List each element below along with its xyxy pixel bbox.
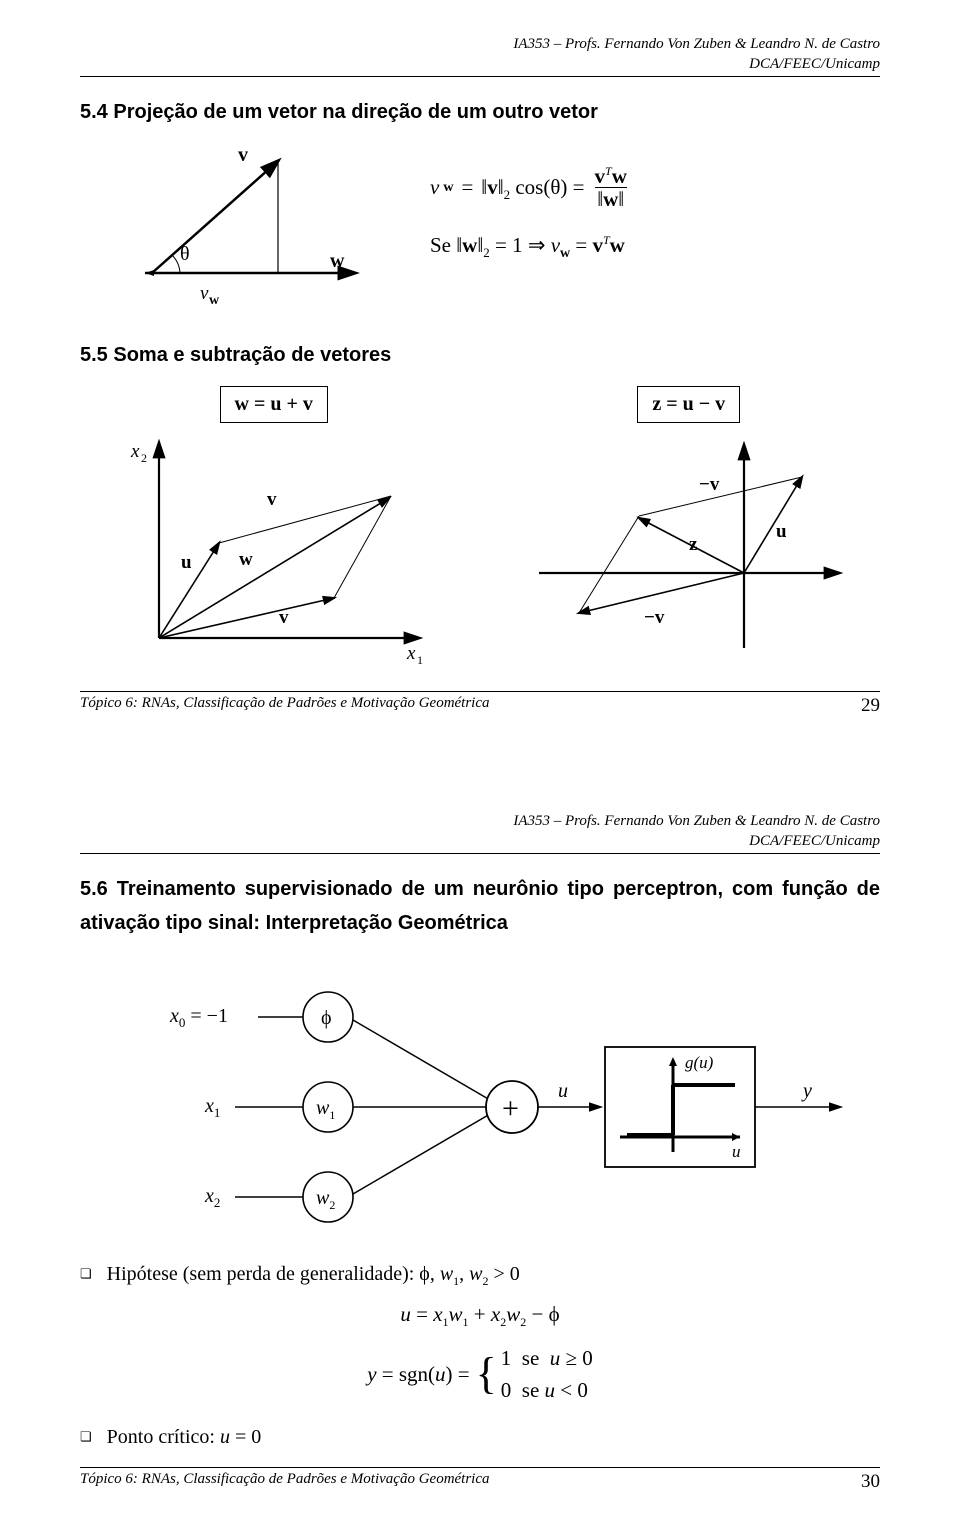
svg-text:w: w <box>209 293 220 308</box>
svg-text:1: 1 <box>417 653 423 667</box>
svg-text:θ: θ <box>180 243 190 265</box>
svg-text:w: w <box>239 549 253 570</box>
section-5-4-title: 5.4 Projeção de um vetor na direção de u… <box>80 95 880 129</box>
page-header-2: IA353 – Profs. Fernando Von Zuben & Lean… <box>80 812 880 854</box>
svg-text:x1: x1 <box>204 1095 220 1120</box>
projection-equations: vw = ‖v‖2 cos(θ) = vTw ‖w‖ Se ‖w‖2 = 1 ⇒… <box>430 143 627 266</box>
page-30: IA353 – Profs. Fernando Von Zuben & Lean… <box>0 777 960 1513</box>
critical-point-line: ❏ Ponto crítico: u = 0 <box>80 1426 880 1449</box>
svg-text:x2: x2 <box>204 1185 220 1210</box>
bullet-icon: ❏ <box>80 1266 102 1281</box>
eq-vw: vw = ‖v‖2 cos(θ) = vTw ‖w‖ <box>430 165 627 210</box>
svg-text:z: z <box>689 534 698 555</box>
svg-text:+: + <box>502 1092 519 1125</box>
page-29: IA353 – Profs. Fernando Von Zuben & Lean… <box>0 0 960 737</box>
perceptron-diagram: x0 = −1 x1 x2 ϕ w1 w2 + u g <box>110 972 870 1232</box>
svg-text:2: 2 <box>141 451 147 465</box>
hypothesis-text: Hipótese (sem perda de generalidade): <box>107 1263 420 1285</box>
svg-text:y: y <box>801 1080 812 1102</box>
page-header: IA353 – Profs. Fernando Von Zuben & Lean… <box>80 35 880 77</box>
section-5-5-title: 5.5 Soma e subtração de vetores <box>80 338 880 372</box>
svg-text:u: u <box>776 521 787 542</box>
critical-eq: u = 0 <box>220 1426 261 1448</box>
eq-if-w-unit: Se ‖w‖2 = 1 ⇒ vw = vTw <box>430 226 627 266</box>
svg-text:−v: −v <box>699 474 720 495</box>
svg-text:u: u <box>181 552 192 573</box>
svg-text:v: v <box>279 607 289 628</box>
svg-text:u: u <box>558 1080 568 1102</box>
eq-u: u = x1w1 + x2w2 − ϕ <box>80 1302 880 1327</box>
projection-diagram: v θ w v w <box>120 143 380 308</box>
header-line1-b: IA353 – Profs. Fernando Von Zuben & Lean… <box>513 813 880 829</box>
page-footer-29: Tópico 6: RNAs, Classificação de Padrões… <box>80 691 880 717</box>
svg-text:v: v <box>267 489 277 510</box>
svg-text:g(u): g(u) <box>685 1053 714 1072</box>
addsub-row: w = u + v x2 <box>80 386 880 673</box>
sum-panel: w = u + v x2 <box>80 386 467 673</box>
critical-text: Ponto crítico: <box>107 1426 220 1448</box>
footer-text-2: Tópico 6: RNAs, Classificação de Padrões… <box>80 1471 490 1488</box>
footer-text: Tópico 6: RNAs, Classificação de Padrões… <box>80 695 490 712</box>
svg-text:v: v <box>238 144 248 166</box>
svg-text:v: v <box>200 283 209 304</box>
bullet-icon-2: ❏ <box>80 1429 102 1444</box>
diff-diagram: u −v z −v <box>524 423 854 668</box>
eq-sgn: y = sgn(u) = { 1 se u ≥ 0 0 se u < 0 <box>80 1343 880 1406</box>
header-line2: DCA/FEEC/Unicamp <box>749 56 880 72</box>
hypothesis-math: ϕ, w1, w2 > 0 <box>419 1263 520 1285</box>
svg-text:ϕ: ϕ <box>321 1007 332 1029</box>
page-number-2: 30 <box>861 1471 880 1493</box>
svg-text:−v: −v <box>644 607 665 628</box>
projection-row: v θ w v w vw = ‖v‖2 cos(θ) = vTw ‖w‖ Se … <box>120 143 880 308</box>
svg-text:x: x <box>406 643 416 664</box>
svg-text:u: u <box>732 1142 741 1161</box>
svg-text:x: x <box>130 441 140 462</box>
svg-text:w: w <box>330 250 345 272</box>
page-footer-30: Tópico 6: RNAs, Classificação de Padrões… <box>80 1467 880 1493</box>
diff-panel: z = u − v u <box>497 386 880 673</box>
page-number: 29 <box>861 695 880 717</box>
hypothesis-line: ❏ Hipótese (sem perda de generalidade): … <box>80 1263 880 1286</box>
section-5-6-title: 5.6 Treinamento supervisionado de um neu… <box>80 872 880 940</box>
sum-label-box: w = u + v <box>220 386 328 423</box>
header-line2-b: DCA/FEEC/Unicamp <box>749 833 880 849</box>
sum-diagram: x2 x1 u v w v <box>109 423 439 668</box>
diff-label-box: z = u − v <box>637 386 740 423</box>
header-line1: IA353 – Profs. Fernando Von Zuben & Lean… <box>513 36 880 52</box>
svg-text:x0 = −1: x0 = −1 <box>169 1005 228 1030</box>
